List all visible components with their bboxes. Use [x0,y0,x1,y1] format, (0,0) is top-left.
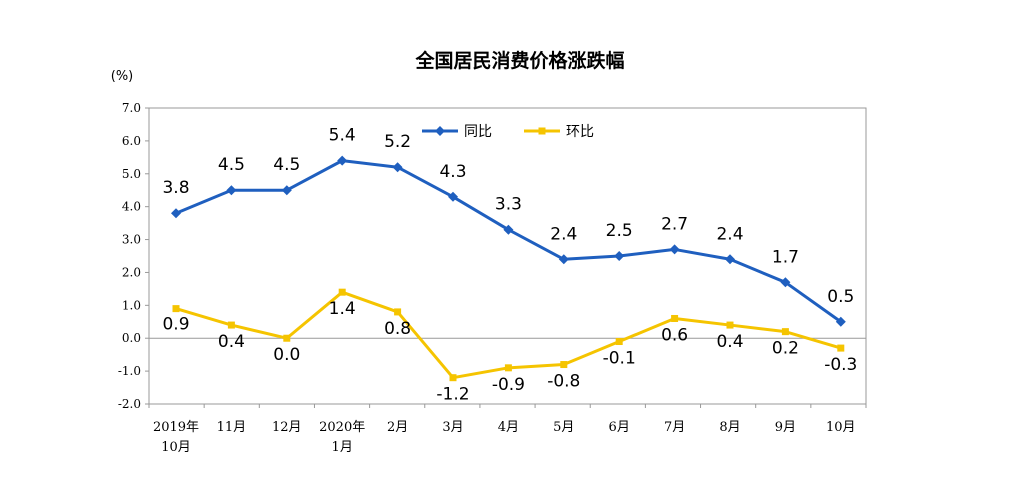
data-label: -0.3 [824,355,857,375]
data-label: -1.2 [436,385,469,405]
x-tick-label: 12月 [272,420,302,435]
data-point [558,254,569,265]
data-label: 0.9 [162,315,189,335]
data-point [448,191,458,202]
data-label: 0.8 [384,319,411,339]
data-point [337,155,348,166]
legend-item-mom: 环比 [524,124,594,140]
data-label: 0.4 [716,332,743,352]
x-tick-label: 9月 [775,420,796,435]
y-tick-label: 5.0 [122,167,141,181]
data-point [392,162,403,173]
data-label: 0.5 [827,287,854,307]
x-tick-label: 2月 [387,420,408,435]
data-point [615,338,623,346]
legend-marker [435,126,445,136]
data-point [726,321,734,329]
legend: 同比 环比 [422,124,594,140]
x-tick-label: 2020年 [319,420,365,435]
data-point [394,308,402,316]
data-label: 5.2 [384,132,411,152]
data-point [504,364,512,372]
y-tick-label: 4.0 [122,200,141,214]
x-tick-label: 1月 [332,440,353,455]
data-point [781,328,789,336]
data-label: 1.4 [329,299,356,319]
legend-label: 同比 [464,124,492,140]
data-point [338,288,346,296]
legend-item-yoy: 同比 [422,124,492,140]
legend-marker [538,127,546,135]
y-axis-unit: (%) [111,69,134,84]
data-label: 3.8 [162,178,189,198]
x-tick-label: 3月 [442,420,463,435]
data-label: 4.5 [218,155,245,175]
x-tick-label: 6月 [609,420,630,435]
series-yoy: 3.8 4.5 4.5 5.4 5.2 4.3 3.3 2.4 2.5 2.7 2.4 1.7 0.5 [162,126,854,327]
data-point [835,316,846,327]
data-label: 4.3 [439,162,466,182]
data-point [780,277,791,288]
y-tick-label: -2.0 [118,397,141,411]
data-label: 0.6 [661,325,688,345]
y-tick-label: 0.0 [122,331,141,345]
data-label: 2.4 [550,224,577,244]
data-label: 4.5 [273,155,300,175]
data-point [172,305,180,313]
data-label: 0.4 [218,332,245,352]
y-tick-label: 1.0 [122,298,141,312]
data-label: -0.8 [547,372,580,392]
data-point [671,314,679,322]
data-point [283,334,291,342]
series-mom: 0.9 0.4 0.0 1.4 0.8 -1.2 -0.9 -0.8 -0.1 0.6 0.4 0.2… [162,288,857,405]
data-point [281,185,292,196]
x-tick-label: 4月 [498,420,519,435]
legend-label: 环比 [566,124,594,140]
data-point [503,224,514,235]
y-axis-ticks: 7.0 6.0 5.0 4.0 3.0 2.0 1.0 0.0 -1.0 -2.0 [118,101,866,411]
data-label: 5.4 [329,126,356,146]
data-point [837,344,845,352]
y-tick-label: 6.0 [122,134,141,148]
data-label: 2.4 [716,224,743,244]
y-tick-label: 2.0 [122,265,141,279]
x-tick-label: 10月 [161,440,191,455]
data-label: 0.0 [273,345,300,365]
y-tick-label: 3.0 [122,233,141,247]
x-axis-ticks: 2019年 10月 11月 12月 2020年 1月 2月 3月 4月 5月 6月 7月 8月 9月 10月 [148,404,867,455]
data-label: 1.7 [772,247,799,267]
data-label: -0.9 [492,375,525,395]
series-group: 3.84.5 4.55.4 5.24.33.32.4 2.5 2.7 2.41.70.50… [162,126,857,405]
x-tick-label: 2019年 [153,420,199,435]
y-tick-label: -1.0 [118,364,141,378]
chart-title: 全国居民消费价格涨跌幅 [414,49,624,72]
data-label: -0.1 [603,349,636,369]
data-point [560,361,568,369]
data-point [725,254,735,265]
data-point [449,374,457,382]
data-point [226,185,237,196]
x-tick-label: 8月 [719,420,740,435]
data-label: 3.3 [495,195,522,215]
y-tick-label: 7.0 [122,101,141,115]
data-label: 2.5 [606,221,633,241]
x-tick-label: 5月 [553,420,574,435]
data-point [171,208,181,219]
x-tick-label: 11月 [217,420,247,435]
data-point [614,251,625,261]
data-label: 2.7 [661,214,688,234]
plot-area [148,107,867,405]
data-point [227,321,235,329]
x-tick-label: 7月 [664,420,685,435]
data-label: 0.2 [772,339,799,359]
x-tick-label: 10月 [826,420,856,435]
data-point [669,244,680,255]
